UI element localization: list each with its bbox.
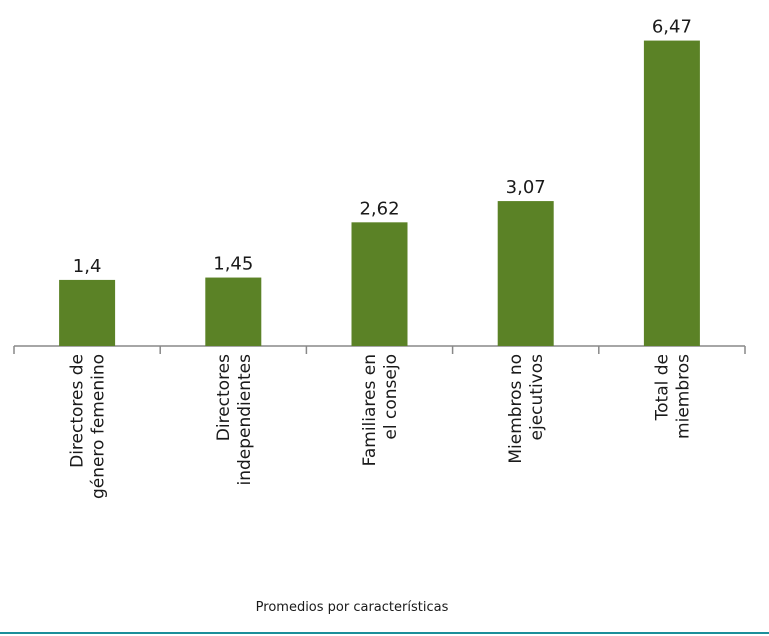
bar bbox=[351, 222, 408, 346]
value-label: 1,4 bbox=[73, 256, 102, 277]
bar bbox=[205, 277, 262, 346]
x-tick-label: Directoresindependientes bbox=[214, 354, 255, 486]
x-tick-label: Directores degénero femenino bbox=[68, 354, 109, 499]
x-tick-label: Total demiembros bbox=[652, 354, 693, 439]
bar bbox=[59, 279, 116, 346]
x-tick-label: Familiares enel consejo bbox=[360, 354, 401, 466]
value-label: 2,62 bbox=[359, 198, 399, 219]
x-axis-label: Promedios por características bbox=[256, 600, 449, 615]
value-label: 3,07 bbox=[506, 177, 546, 198]
bar bbox=[643, 40, 700, 346]
bar bbox=[497, 201, 554, 346]
value-label: 1,45 bbox=[213, 254, 253, 275]
x-tick-label: Miembros noejecutivos bbox=[506, 354, 547, 464]
value-label: 6,47 bbox=[652, 17, 692, 38]
